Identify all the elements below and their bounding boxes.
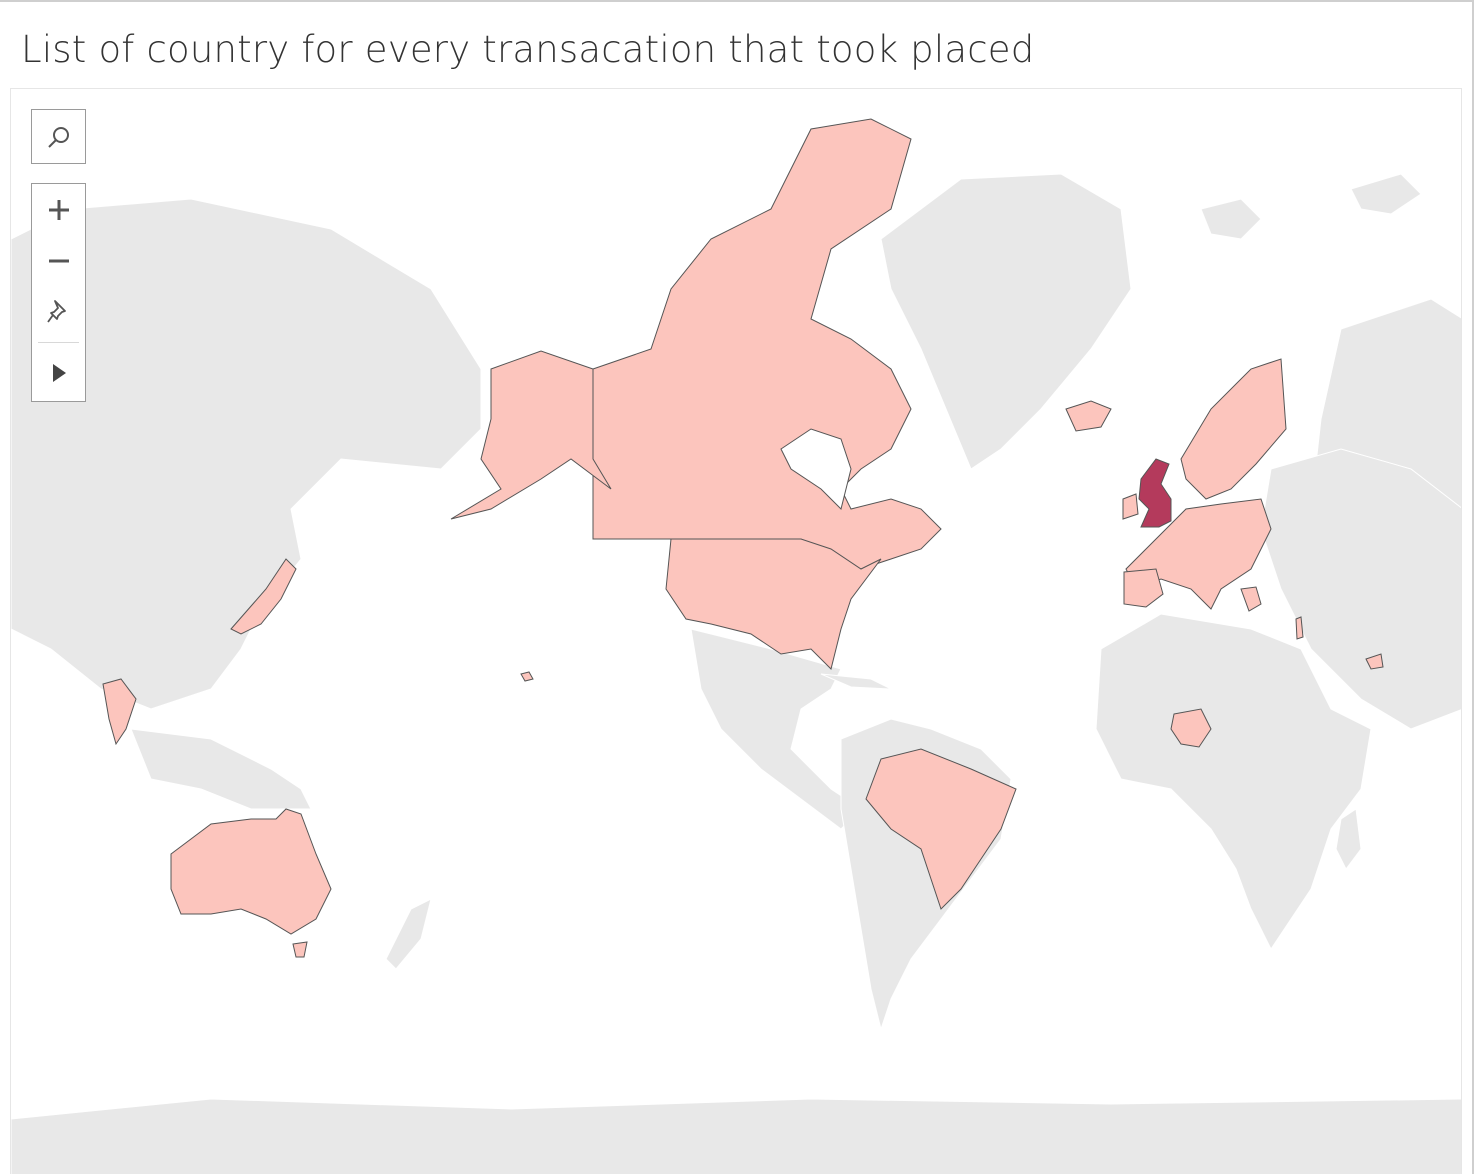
map-search-box[interactable] [31,109,86,164]
land-antarctica [11,1098,1461,1174]
frame-top-border [0,0,1474,2]
country-spain-portugal[interactable] [1123,568,1164,608]
controls-separator [38,342,79,343]
land-east-europe [1260,448,1461,730]
land-arctic-islands-2 [1350,173,1422,215]
search-icon [47,126,69,148]
country-uae[interactable] [1365,653,1384,670]
pin-button[interactable] [32,286,85,336]
zoom-out-button[interactable] [32,236,85,286]
country-japan[interactable] [230,558,297,635]
country-hawaii-us[interactable] [520,671,534,682]
land-africa [1095,613,1372,950]
land-se-asia [130,728,312,810]
country-nigeria[interactable] [1170,708,1212,748]
land-asia [11,198,482,710]
hudson-bay [780,428,852,510]
land-mexico [690,628,862,830]
country-brazil[interactable] [865,748,1017,910]
countries [102,118,1384,958]
pin-icon [46,300,66,323]
world-map[interactable] [11,89,1462,1174]
land-arctic-islands [1200,198,1262,240]
background-land [11,173,1461,1174]
zoom-in-button[interactable] [32,184,85,236]
land-greenland [880,173,1132,470]
country-alaska-us[interactable] [450,350,612,520]
country-scandinavia[interactable] [1180,358,1287,500]
land-caribbean [820,673,892,690]
country-israel[interactable] [1295,616,1304,640]
country-greece[interactable] [1240,586,1262,612]
country-australia[interactable] [170,808,332,935]
land-madagascar [1335,808,1362,870]
country-canada[interactable] [592,118,942,570]
country-tasmania[interactable] [292,941,308,958]
play-icon [52,364,66,382]
frame-right-border [1472,0,1474,1174]
search-button[interactable] [32,110,85,163]
play-button[interactable] [32,346,85,400]
country-thailand[interactable] [102,678,137,746]
country-united-states[interactable] [665,538,882,670]
minus-icon [48,259,69,263]
page-title: List of country for every transacation t… [21,28,1035,71]
map-view[interactable] [10,88,1462,1174]
country-iceland[interactable] [1065,400,1112,432]
map-controls [31,183,86,402]
country-united-kingdom[interactable] [1138,458,1172,528]
plus-icon [48,200,69,220]
country-ireland[interactable] [1122,493,1139,520]
land-new-zealand [385,898,432,970]
